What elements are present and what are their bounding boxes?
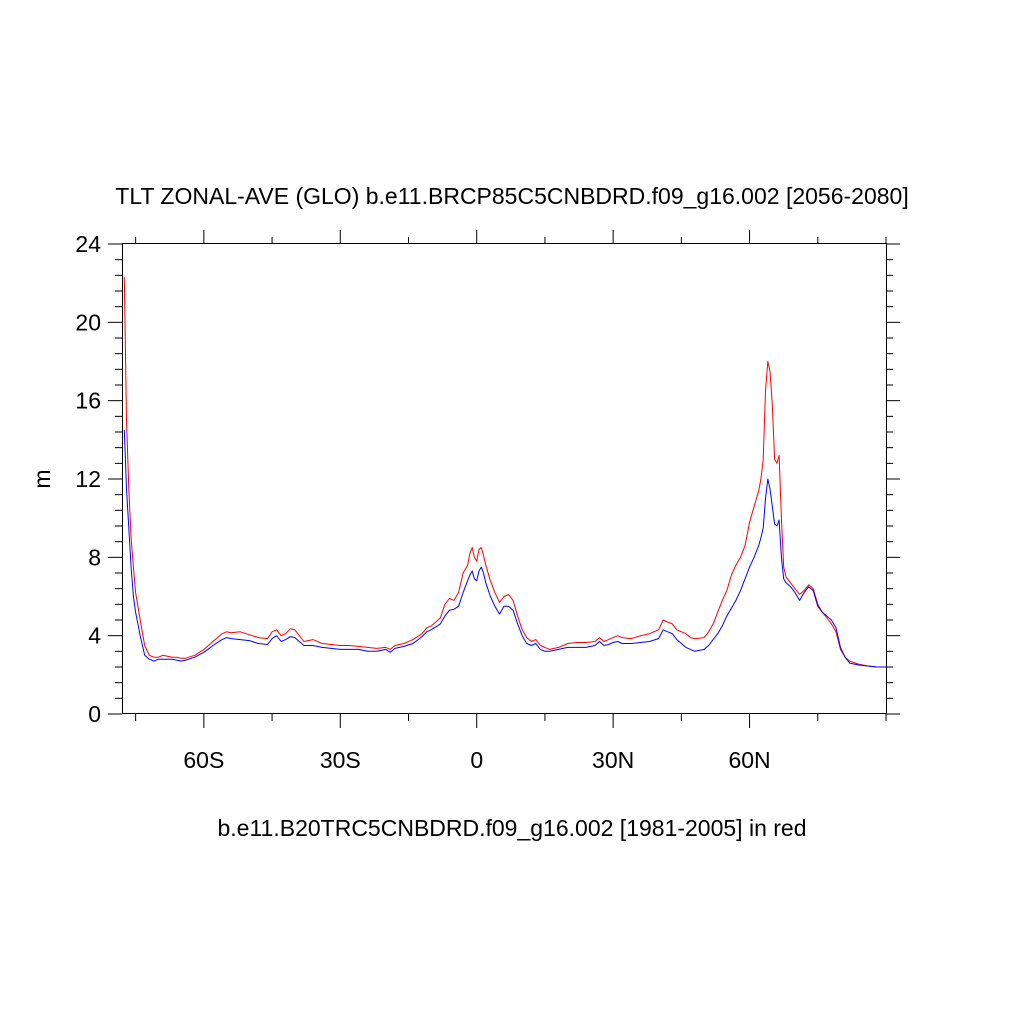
x-tick-label: 30N xyxy=(592,747,634,773)
x-tick-label: 60N xyxy=(728,747,770,773)
y-tick-label: 4 xyxy=(88,623,101,649)
y-tick-label: 24 xyxy=(75,231,101,257)
y-tick-label: 8 xyxy=(88,544,101,570)
x-tick-label: 0 xyxy=(470,747,483,773)
x-tick-label: 60S xyxy=(183,747,224,773)
ticks-layer: 0 4 8 12 16 20 24 60S 30S 0 30N 60N xyxy=(75,230,900,773)
y-tick-label: 12 xyxy=(75,466,101,492)
y-tick-label: 0 xyxy=(88,701,101,727)
chart-subtitle: b.e11.B20TRC5CNBDRD.f09_g16.002 [1981-20… xyxy=(218,815,807,841)
y-tick-label: 20 xyxy=(75,309,101,335)
x-tick-label: 30S xyxy=(320,747,361,773)
series-line-1 xyxy=(123,429,886,668)
series-layer xyxy=(123,277,886,668)
chart-title: TLT ZONAL-AVE (GLO) b.e11.BRCP85C5CNBDRD… xyxy=(115,183,908,209)
plot-frame xyxy=(122,243,887,714)
y-axis-label: m xyxy=(29,469,55,488)
series-line-0 xyxy=(123,277,886,668)
y-tick-label: 16 xyxy=(75,388,101,414)
